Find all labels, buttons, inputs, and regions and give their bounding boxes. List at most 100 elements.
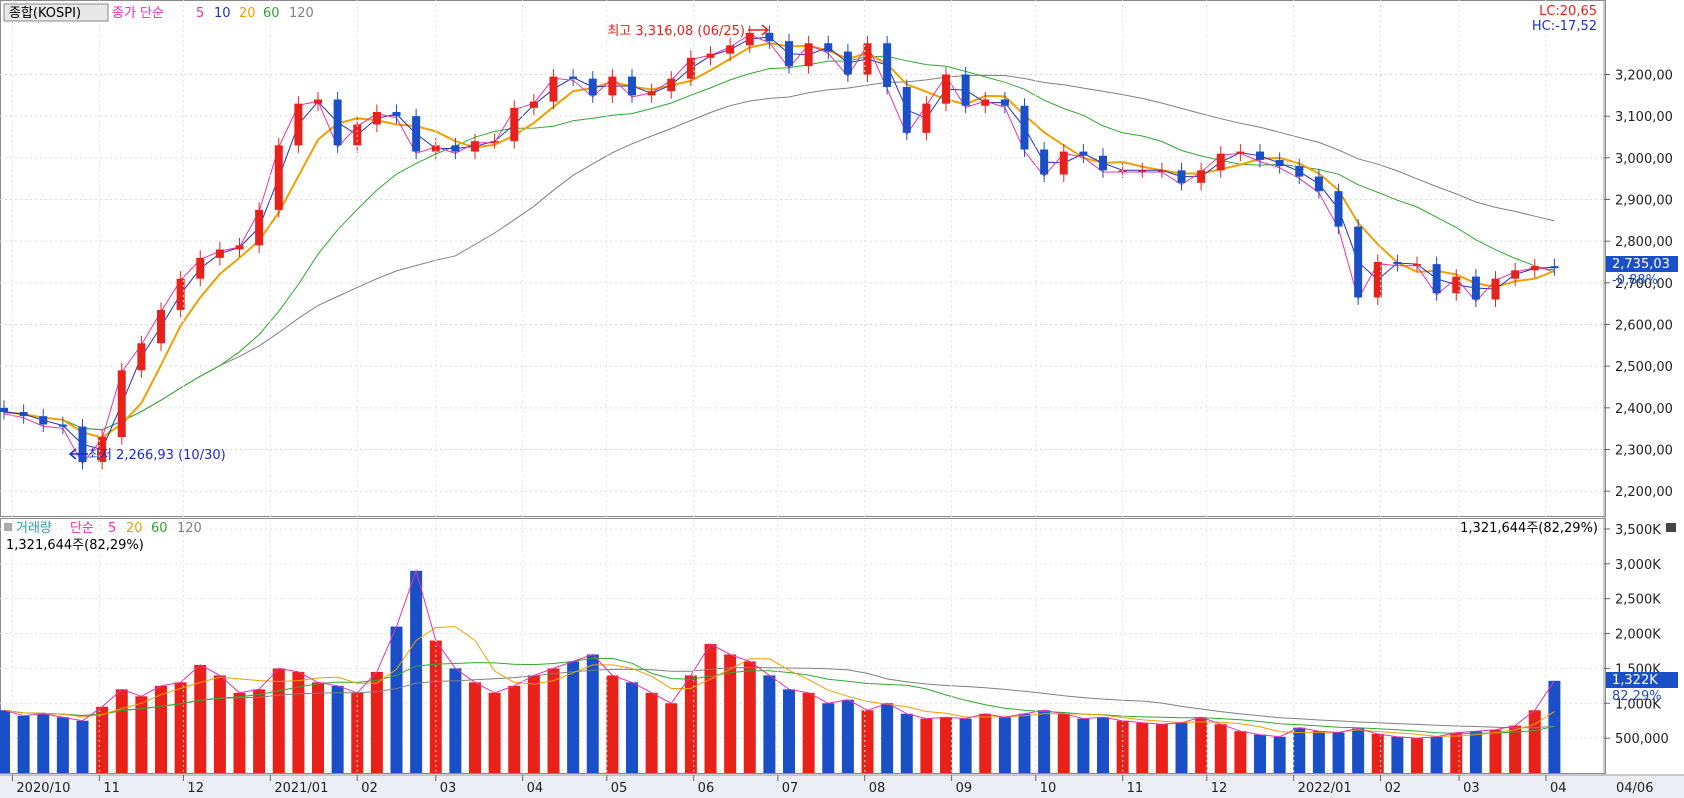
volume-bar [940, 717, 953, 773]
volume-bar [998, 717, 1011, 773]
x-tick-label: 08 [869, 781, 886, 796]
volume-indicator-label: 단순 [70, 521, 94, 536]
candle-body [647, 91, 656, 96]
candle-body [529, 101, 538, 108]
candle-body [863, 43, 872, 75]
x-tick-label: 03 [440, 781, 457, 796]
x-tick-label: 04 [1550, 781, 1567, 796]
volume-bar [527, 675, 540, 773]
volume-bar [1155, 724, 1168, 773]
candle-body [176, 278, 185, 310]
volume-ma-line [3, 657, 1555, 734]
candle-body [19, 412, 28, 417]
volume-bar [1293, 727, 1306, 773]
volume-bar [488, 692, 501, 773]
volume-bar [645, 692, 658, 773]
candle-body [78, 426, 87, 462]
candle-body [39, 416, 48, 425]
volume-tick-label: 1,000K [1615, 697, 1661, 712]
price-tick-label: 2,500,00 [1615, 360, 1673, 375]
volume-panel-icon[interactable] [4, 523, 12, 531]
volume-bar [1391, 736, 1404, 773]
volume-bar [508, 685, 521, 773]
x-tick-label: 11 [1127, 781, 1144, 796]
volume-panel-close-icon[interactable] [1666, 523, 1676, 532]
price-y-axis: 3,200,00 3,100,00 3,000,00 2,900,00 2,800,00… [1604, 69, 1673, 500]
volume-bar [1450, 732, 1463, 773]
volume-left-value: 1,321,644주(82,29%) [6, 538, 144, 553]
candle-body [1413, 264, 1422, 266]
x-tick-label: 04/06 [1616, 781, 1653, 796]
volume-tick-label: 3,500K [1615, 523, 1661, 538]
candle-body [1157, 170, 1166, 172]
x-tick-label: 12 [187, 781, 204, 796]
ma5-label: 5 [196, 6, 204, 21]
volume-tick-label: 500,000 [1615, 732, 1669, 747]
title-box[interactable] [3, 3, 109, 22]
candle-body [588, 78, 597, 96]
volume-ma-line [3, 666, 1555, 729]
x-tick-label: 05 [611, 781, 628, 796]
candle-body [1138, 170, 1147, 172]
volume-bar [626, 682, 639, 773]
candle-body [333, 99, 342, 146]
candle-body [765, 32, 774, 42]
current-change: -0,88% [1612, 273, 1658, 288]
volume-bar [272, 668, 285, 773]
volume-bar [390, 626, 403, 773]
candle-body [372, 112, 381, 125]
candle-body [117, 370, 126, 437]
volume-bar [861, 710, 874, 773]
ma60-line [3, 55, 1555, 431]
volume-bar [1548, 680, 1561, 773]
x-tick-label: 11 [103, 781, 120, 796]
x-tick-label: 04 [527, 781, 544, 796]
volume-bar [194, 664, 207, 773]
candle-body [628, 76, 637, 96]
candle-body [1020, 105, 1029, 150]
candle-body [1197, 170, 1206, 183]
price-tick-label: 3,200,00 [1615, 69, 1673, 84]
volume-bar [1057, 713, 1070, 773]
candle-body [294, 103, 303, 146]
volume-bar [743, 661, 756, 773]
volume-bar [1430, 736, 1443, 773]
price-tick-label: 2,300,00 [1615, 444, 1673, 459]
volume-bar [1332, 732, 1345, 773]
volume-bar [96, 706, 109, 773]
ma20-label: 20 [239, 6, 256, 21]
volume-bar [1352, 728, 1365, 773]
volume-bar [0, 710, 10, 773]
candle-body [843, 51, 852, 75]
volume-bar [1175, 722, 1188, 773]
candle-body [1314, 176, 1323, 192]
current-volume-box [1606, 672, 1678, 688]
x-tick-label: 09 [956, 781, 973, 796]
candle-body [942, 74, 951, 104]
candle-body [314, 99, 323, 104]
volume-bar [76, 720, 89, 773]
volume-bar [900, 713, 913, 773]
volume-bar [1371, 733, 1384, 773]
volume-ma-line [3, 569, 1555, 739]
current-volume: 1,322K [1612, 673, 1658, 688]
candle-body [255, 209, 264, 246]
candle-body [215, 249, 224, 258]
volume-bar [763, 675, 776, 773]
candle-body [1491, 278, 1500, 300]
candle-body [235, 245, 244, 250]
candle-body [1432, 264, 1441, 294]
candle-body [1511, 270, 1520, 279]
volume-bar [606, 675, 619, 773]
candle-body [58, 424, 67, 427]
candle-body [1373, 262, 1382, 298]
candle-body [726, 45, 735, 54]
price-tick-label: 3,000,00 [1615, 152, 1673, 167]
volume-bar [665, 703, 678, 773]
vma120-label: 120 [177, 521, 202, 536]
price-tick-label: 2,600,00 [1615, 319, 1673, 334]
volume-bar [155, 685, 168, 773]
volume-bar [469, 682, 482, 773]
volume-bar [979, 713, 992, 773]
